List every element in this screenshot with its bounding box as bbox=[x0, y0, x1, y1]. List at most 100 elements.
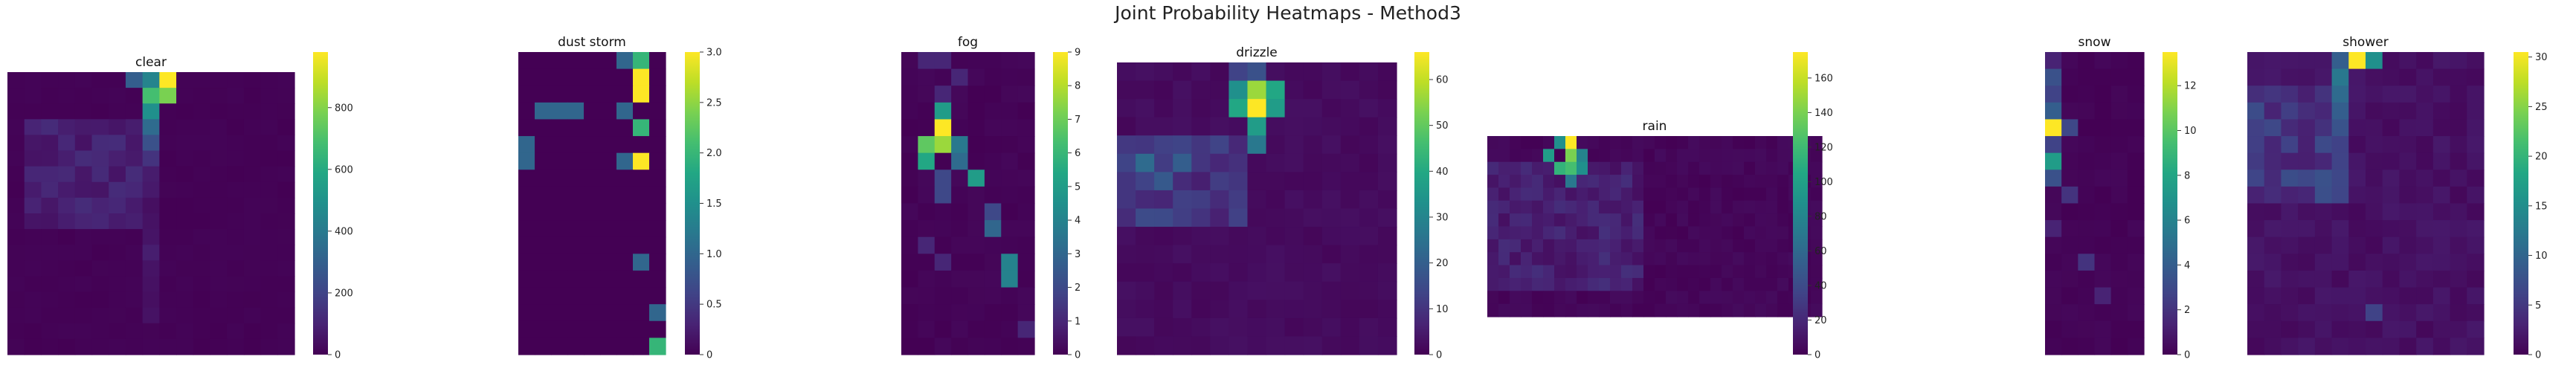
heatmap-cell bbox=[1229, 80, 1249, 100]
heatmap-cell bbox=[984, 338, 1002, 355]
heatmap-cell bbox=[24, 135, 42, 152]
heatmap-cell bbox=[2382, 254, 2400, 271]
heatmap-cell bbox=[159, 213, 177, 230]
heatmap-cell bbox=[1565, 265, 1577, 279]
heatmap-cell bbox=[2281, 102, 2299, 120]
heatmap-cell bbox=[649, 102, 666, 120]
heatmap-cell bbox=[1247, 300, 1267, 319]
heatmap-cell bbox=[2127, 85, 2145, 103]
heatmap-cell bbox=[984, 136, 1002, 154]
heatmap-cell bbox=[1666, 149, 1678, 163]
heatmap-cell bbox=[1498, 303, 1510, 317]
heatmap-cell bbox=[633, 170, 650, 187]
heatmap-cell bbox=[1154, 336, 1173, 355]
heatmap-cell bbox=[2045, 320, 2062, 338]
heatmap-cell bbox=[984, 186, 1002, 204]
heatmap-cell bbox=[109, 181, 126, 198]
heatmap-cell bbox=[227, 103, 245, 120]
heatmap-cell bbox=[1154, 62, 1173, 82]
heatmap-cell bbox=[1521, 149, 1533, 163]
heatmap-cell bbox=[1577, 265, 1588, 279]
heatmap-cell bbox=[1733, 200, 1745, 214]
heatmap-cell bbox=[1487, 303, 1499, 317]
heatmap-cell bbox=[1677, 277, 1689, 291]
heatmap-cell bbox=[176, 291, 194, 309]
heatmap-cell bbox=[41, 245, 59, 261]
heatmap-cell bbox=[1229, 300, 1249, 319]
heatmap-cell bbox=[918, 152, 936, 170]
heatmap-cell bbox=[1733, 252, 1745, 266]
heatmap-cell bbox=[934, 186, 952, 204]
heatmap-cell bbox=[176, 307, 194, 324]
heatmap-cell bbox=[2399, 136, 2417, 154]
heatmap-cell bbox=[1722, 213, 1733, 227]
heatmap-cell bbox=[41, 135, 59, 152]
heatmap-cell bbox=[2298, 68, 2316, 86]
heatmap-cell bbox=[74, 88, 93, 104]
heatmap-cell bbox=[633, 287, 650, 305]
heatmap-cell bbox=[1766, 277, 1778, 291]
heatmap-cell bbox=[1655, 252, 1667, 266]
heatmap-cell bbox=[1117, 317, 1136, 338]
heatmap-cell bbox=[1655, 149, 1667, 163]
heatmap-cell bbox=[901, 304, 918, 322]
heatmap-cell bbox=[1811, 213, 1823, 227]
heatmap-cell bbox=[7, 197, 25, 214]
heatmap-cell bbox=[210, 338, 228, 355]
heatmap-cell bbox=[1666, 291, 1678, 305]
heatmap-cell bbox=[1699, 200, 1711, 214]
heatmap-cell bbox=[2094, 320, 2112, 338]
heatmap-cell bbox=[2416, 152, 2434, 170]
heatmap-cell bbox=[2264, 320, 2282, 338]
heatmap-cell bbox=[2298, 203, 2316, 221]
heatmap-cell bbox=[24, 181, 42, 198]
heatmap-cell bbox=[2110, 68, 2128, 86]
heatmap-cell bbox=[934, 68, 952, 86]
heatmap-cell bbox=[58, 307, 76, 324]
heatmap-cell bbox=[2331, 287, 2349, 305]
heatmap-cell bbox=[1340, 62, 1360, 82]
heatmap-cell bbox=[584, 102, 601, 120]
heatmap-cell bbox=[109, 213, 126, 230]
heatmap-cell bbox=[74, 338, 93, 355]
heatmap-cell bbox=[934, 220, 952, 238]
heatmap-cell bbox=[2331, 270, 2349, 288]
heatmap-cell bbox=[277, 135, 295, 152]
heatmap-cell bbox=[600, 236, 617, 254]
heatmap-cell bbox=[1755, 161, 1767, 175]
heatmap-cell bbox=[227, 213, 245, 230]
heatmap-cell bbox=[1766, 239, 1778, 253]
colorbar-tick-label: 0 bbox=[2184, 350, 2190, 361]
heatmap-cell bbox=[518, 170, 535, 187]
heatmap-cell bbox=[2416, 320, 2434, 338]
heatmap-cell bbox=[1532, 291, 1544, 305]
heatmap-cell bbox=[1487, 239, 1499, 253]
heatmap-cell bbox=[1001, 170, 1019, 187]
colorbar-tick-label: 2 bbox=[2184, 305, 2190, 316]
heatmap-cell bbox=[951, 220, 969, 238]
heatmap-cell bbox=[2432, 119, 2451, 137]
heatmap-cell bbox=[2432, 52, 2451, 70]
heatmap-cell bbox=[1688, 161, 1700, 175]
heatmap-cell bbox=[1510, 277, 1522, 291]
heatmap-cell bbox=[2314, 68, 2333, 86]
heatmap-cell bbox=[518, 85, 535, 103]
heatmap-cell bbox=[901, 320, 918, 338]
heatmap-cell bbox=[210, 323, 228, 340]
heatmap-cell bbox=[1001, 85, 1019, 103]
heatmap-cell bbox=[2450, 236, 2467, 254]
heatmap-cell bbox=[2061, 220, 2078, 238]
heatmap-cell bbox=[2298, 220, 2316, 238]
heatmap-cell bbox=[1599, 175, 1611, 189]
heatmap-cell bbox=[2416, 102, 2434, 120]
heatmap-cell bbox=[951, 170, 969, 187]
heatmap-cell bbox=[41, 213, 59, 230]
heatmap-cell bbox=[1303, 208, 1323, 227]
colorbar-tick-label: 20 bbox=[1436, 258, 1449, 269]
heatmap-cell bbox=[2045, 85, 2062, 103]
heatmap-cell bbox=[1733, 265, 1745, 279]
heatmap-cell bbox=[535, 304, 552, 322]
heatmap-cell bbox=[2045, 287, 2062, 305]
heatmap-cell bbox=[193, 166, 211, 183]
heatmap-cell bbox=[518, 287, 535, 305]
